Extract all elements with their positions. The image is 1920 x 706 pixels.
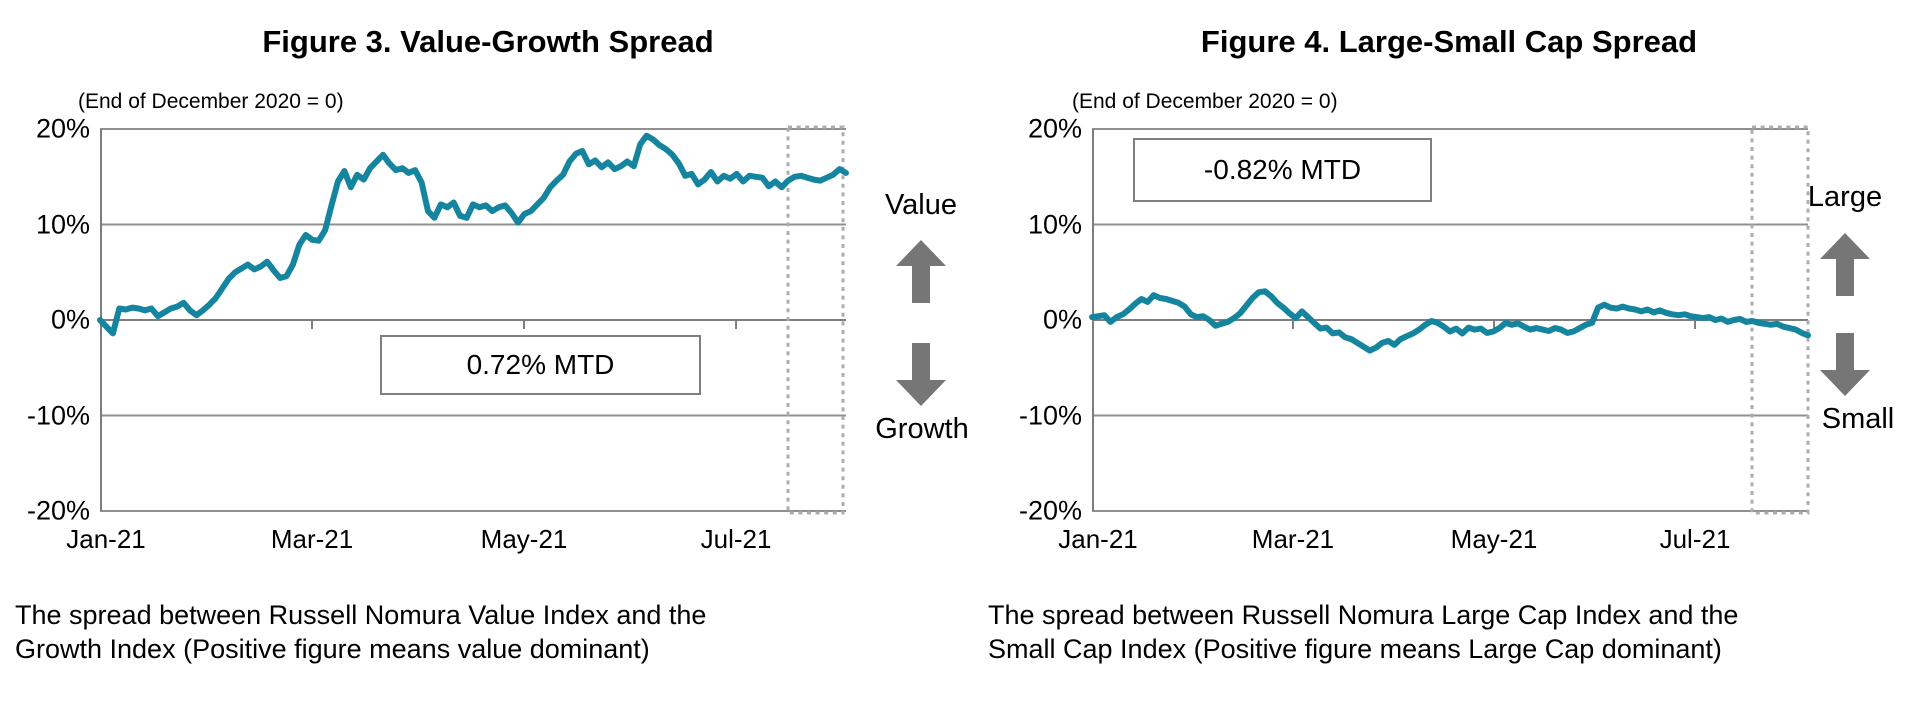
y-tick-label: 10% (1027, 209, 1082, 239)
up-arrow-icon (896, 240, 946, 303)
x-tick-label: Jul-21 (1659, 524, 1731, 554)
large-small-cap-spread-chart (1089, 125, 1811, 515)
mtd-value-text: 0.72% MTD (466, 349, 615, 380)
small-side-label: Small (1821, 403, 1895, 435)
value-growth-spread-chart (97, 125, 849, 515)
x-tick-label: Jan-21 (1058, 524, 1138, 554)
index-base-note: (End of December 2020 = 0) (78, 90, 344, 113)
y-tick-label: 20% (35, 113, 90, 144)
mtd-value-box: 0.72% MTD (380, 335, 701, 395)
x-tick-label: Mar-21 (270, 524, 354, 554)
y-tick-label: 20% (1027, 113, 1082, 144)
spread-series-line (1089, 288, 1811, 354)
x-tick-label: May-21 (480, 524, 568, 554)
caption-line: Small Cap Index (Positive figure means L… (988, 634, 1722, 664)
y-tick-label: -10% (26, 400, 90, 430)
figure-4-caption: The spread between Russell Nomura Large … (988, 598, 1748, 666)
y-tick-label: 0% (1042, 304, 1082, 335)
x-tick-label: Jul-21 (700, 524, 772, 554)
down-arrow-icon (1820, 333, 1870, 396)
index-base-note: (End of December 2020 = 0) (1072, 90, 1338, 113)
recent-month-highlight-box (786, 125, 845, 515)
figure-4-title: Figure 4. Large-Small Cap Spread (1200, 24, 1698, 59)
y-tick-label: -10% (1018, 400, 1082, 430)
y-tick-label: 10% (35, 209, 90, 239)
figure-3-title: Figure 3. Value-Growth Spread (262, 24, 714, 59)
figure-3-caption: The spread between Russell Nomura Value … (15, 598, 745, 666)
caption-line: The spread between Russell Nomura Large … (988, 600, 1739, 630)
y-tick-label: -20% (1018, 495, 1082, 526)
mtd-value-text: -0.82% MTD (1203, 154, 1362, 185)
large-side-label: Large (1807, 181, 1883, 213)
growth-side-label: Growth (875, 413, 969, 445)
spread-series-line (97, 132, 849, 337)
x-tick-label: Mar-21 (1251, 524, 1335, 554)
x-tick-label: Jan-21 (66, 524, 146, 554)
y-tick-label: -20% (26, 495, 90, 526)
mtd-value-box: -0.82% MTD (1133, 138, 1432, 202)
caption-line: The spread between Russell Nomura Value … (15, 600, 707, 630)
x-tick-label: May-21 (1450, 524, 1538, 554)
down-arrow-icon (896, 343, 946, 406)
y-tick-label: 0% (50, 304, 90, 335)
caption-line: Growth Index (Positive figure means valu… (15, 634, 650, 664)
value-side-label: Value (884, 189, 958, 221)
up-arrow-icon (1820, 233, 1870, 296)
